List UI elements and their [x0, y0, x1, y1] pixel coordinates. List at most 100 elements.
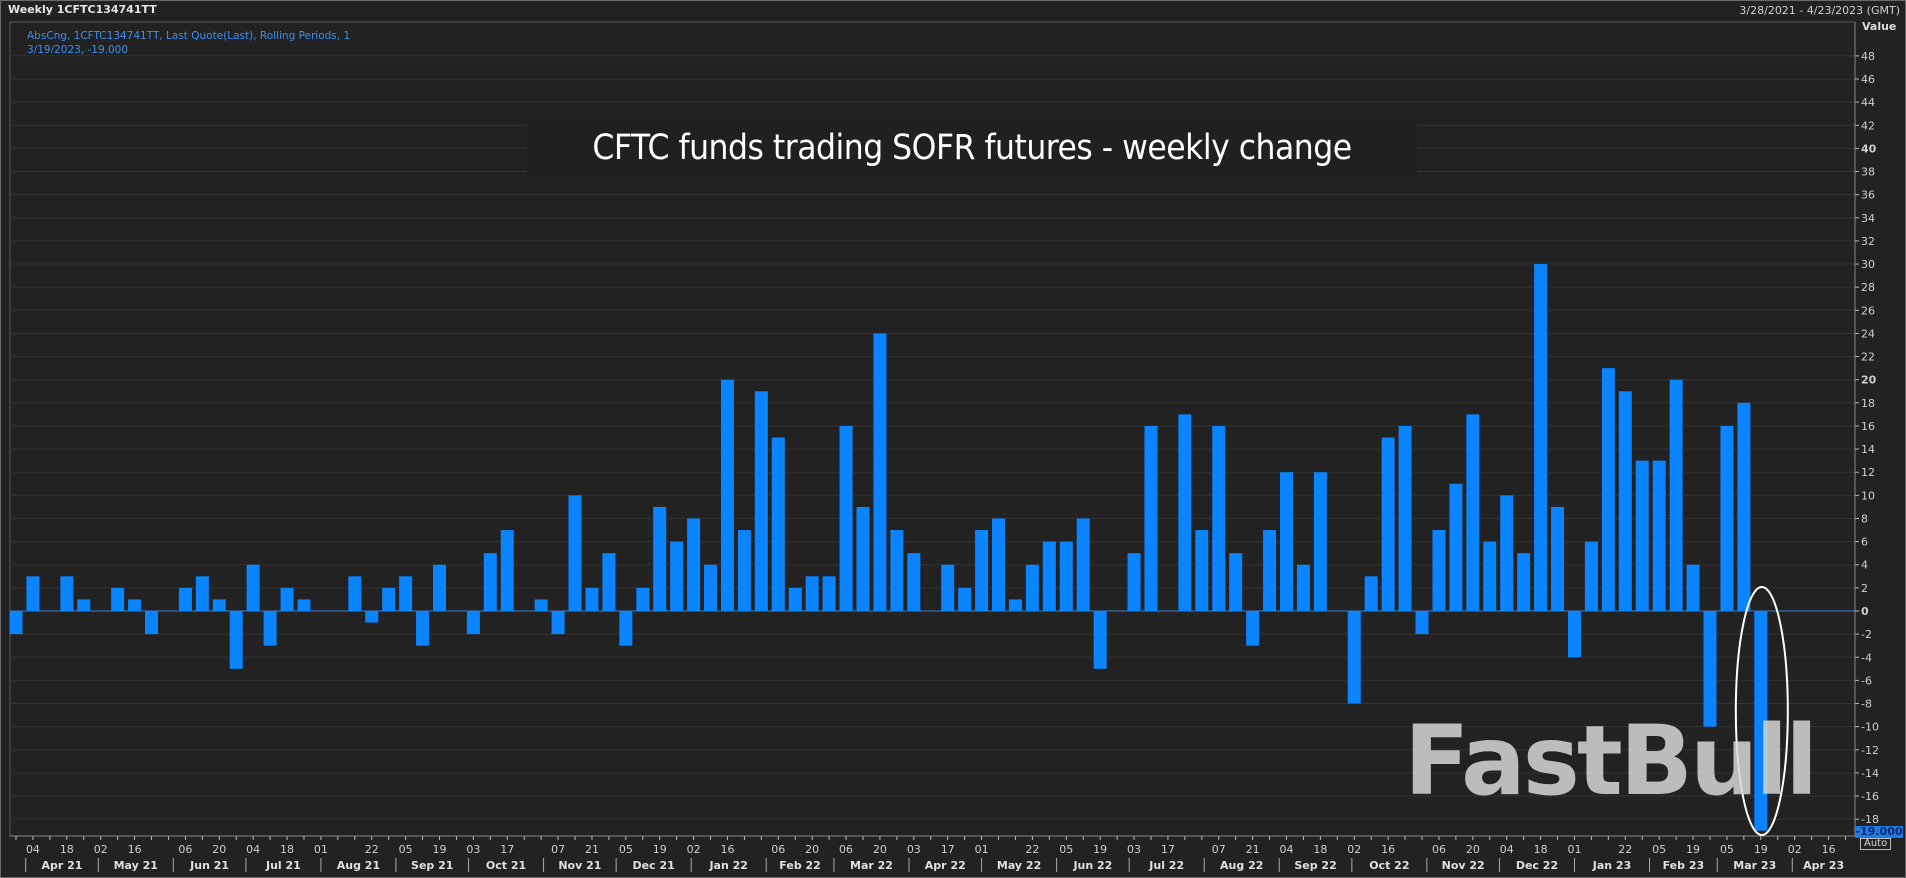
bar: [1483, 541, 1497, 611]
bar: [483, 553, 497, 611]
bar: [1059, 541, 1073, 611]
y-tick-label: 18: [1861, 397, 1875, 410]
bar: [907, 553, 921, 611]
bar: [348, 576, 362, 611]
y-tick-label: 36: [1861, 189, 1875, 202]
y-tick-label: 34: [1861, 212, 1875, 225]
bar: [1720, 425, 1734, 611]
x-month-label: Oct 22: [1369, 859, 1409, 872]
bar: [1280, 472, 1293, 611]
bar: [1008, 599, 1022, 611]
bar: [280, 587, 294, 611]
bar: [754, 391, 768, 611]
x-tick-label: 22: [1025, 843, 1039, 856]
x-tick-label: 04: [26, 843, 40, 856]
bar: [1144, 425, 1158, 611]
bar: [788, 587, 802, 611]
x-tick-label: 02: [687, 843, 701, 856]
bar: [1381, 437, 1395, 611]
x-tick-label: 20: [873, 843, 887, 856]
x-tick-label: 07: [1212, 843, 1226, 856]
bar: [1313, 472, 1327, 611]
x-tick-label: 21: [585, 843, 599, 856]
bar: [1618, 391, 1632, 611]
x-tick-label: 19: [653, 843, 667, 856]
x-month-label: Jan 23: [1592, 859, 1631, 872]
auto-scale-button[interactable]: Auto: [1860, 838, 1892, 850]
bar: [111, 587, 125, 611]
bar: [246, 564, 260, 611]
x-tick-label: 16: [1822, 843, 1836, 856]
bar: [1737, 402, 1751, 611]
y-tick-label: 6: [1861, 536, 1868, 549]
bar: [670, 541, 684, 611]
bar: [992, 518, 1006, 611]
bar: [229, 611, 243, 669]
bar: [636, 587, 650, 611]
x-tick-label: 06: [178, 843, 192, 856]
bar: [1652, 460, 1666, 611]
highlight-ellipse: [1734, 586, 1789, 836]
bar: [416, 611, 430, 646]
x-month-label: Jun 21: [189, 859, 229, 872]
x-tick-label: 02: [94, 843, 108, 856]
bar: [805, 576, 819, 611]
x-tick-label: 02: [1788, 843, 1802, 856]
y-tick-label: -18: [1861, 813, 1879, 826]
bar: [1127, 553, 1141, 611]
bar: [1500, 495, 1514, 611]
x-tick-label: 19: [1093, 843, 1107, 856]
x-tick-label: 07: [551, 843, 565, 856]
bar: [822, 576, 836, 611]
y-tick-label: 42: [1861, 119, 1875, 132]
x-month-label: May 21: [114, 859, 158, 872]
y-axis-label: Value: [1862, 20, 1897, 33]
x-tick-label: 05: [1720, 843, 1734, 856]
x-month-label: Aug 21: [337, 859, 380, 872]
bar: [619, 611, 633, 646]
x-month-label: Jul 22: [1148, 859, 1184, 872]
y-tick-label: -14: [1861, 767, 1879, 780]
y-tick-label: -12: [1861, 744, 1879, 757]
x-tick-label: 19: [433, 843, 447, 856]
x-tick-label: 03: [466, 843, 480, 856]
x-month-label: Mar 23: [1733, 859, 1776, 872]
x-tick-label: 01: [314, 843, 328, 856]
legend-last-value: 3/19/2023, -19.000: [27, 44, 129, 56]
bar: [1669, 379, 1683, 611]
bar: [1703, 611, 1717, 727]
bar: [704, 564, 718, 611]
x-month-label: Apr 21: [42, 859, 83, 872]
bar: [687, 518, 701, 611]
y-tick-label: 24: [1861, 327, 1875, 340]
bar: [1584, 541, 1598, 611]
x-tick-label: 19: [1754, 843, 1768, 856]
x-month-label: May 22: [997, 859, 1041, 872]
series-legend[interactable]: AbsCng, 1CFTC134741TT, Last Quote(Last),…: [27, 29, 350, 57]
x-tick-label: 05: [1652, 843, 1666, 856]
bar: [1534, 264, 1548, 611]
x-month-label: Aug 22: [1220, 859, 1263, 872]
x-tick-label: 18: [1313, 843, 1327, 856]
x-tick-label: 19: [1686, 843, 1700, 856]
bar: [941, 564, 955, 611]
bar: [975, 530, 989, 611]
current-value-tag: -19.000: [1855, 825, 1903, 838]
bar: [1178, 414, 1192, 611]
bar: [1212, 425, 1226, 611]
bar: [1567, 611, 1581, 658]
bar: [771, 437, 785, 611]
x-month-label: Jan 22: [708, 859, 747, 872]
y-tick-label: 40: [1861, 142, 1877, 155]
bar: [128, 599, 142, 611]
bar: [60, 576, 74, 611]
x-month-label: Sep 21: [411, 859, 453, 872]
x-tick-label: 20: [212, 843, 226, 856]
bar: [1042, 541, 1056, 611]
bar: [178, 587, 192, 611]
y-tick-label: 28: [1861, 281, 1875, 294]
x-tick-label: 16: [128, 843, 142, 856]
x-tick-label: 22: [1618, 843, 1632, 856]
y-tick-label: 30: [1861, 258, 1875, 271]
x-month-label: Sep 22: [1294, 859, 1336, 872]
